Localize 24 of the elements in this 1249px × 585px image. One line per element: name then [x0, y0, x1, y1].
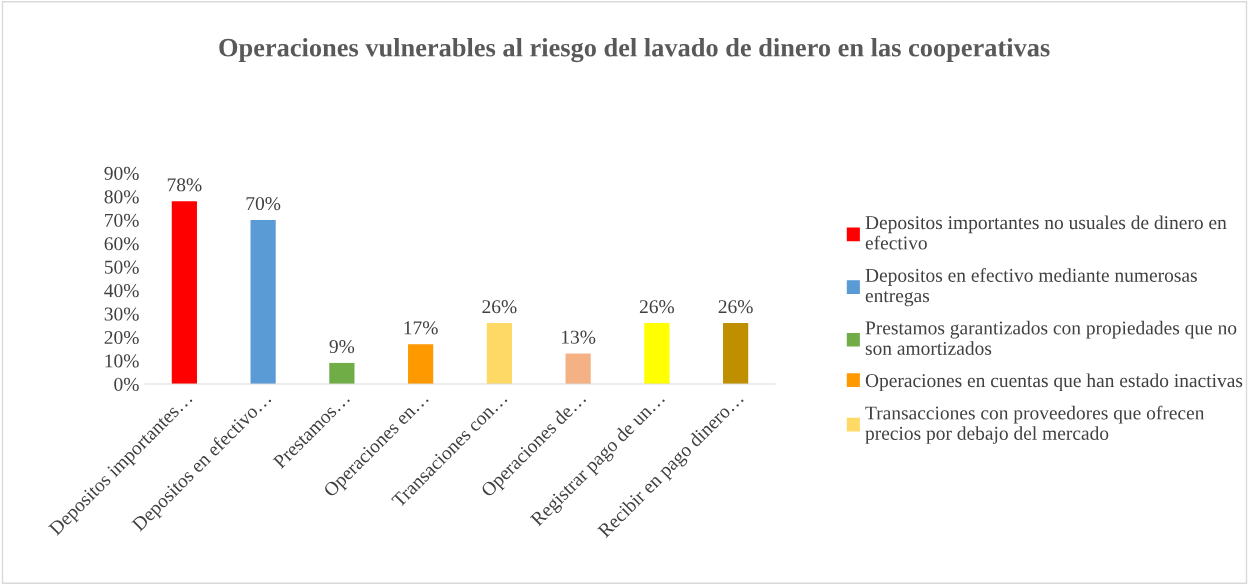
text: 26%	[482, 300, 517, 314]
y-tick-label: 80%	[104, 190, 139, 204]
legend-label: Operaciones en cuentas que han estado inactivas	[865, 373, 1243, 392]
y-tick-label: 60%	[104, 237, 139, 251]
text: 9%	[329, 339, 355, 354]
text: 26%	[718, 300, 753, 314]
y-tick-label: 10%	[105, 354, 139, 368]
text: 17%	[404, 321, 438, 335]
legend-label: Depositos en efectivo mediante numerosas entregas	[865, 268, 1197, 307]
legend-label: Prestamos garantizados con propiedades que no son amortizados	[865, 320, 1237, 355]
chart-title: Operaciones vulnerables al riesgo del lavado de dinero en las cooperativas	[219, 38, 1050, 63]
legend-label: Transacciones con proveedores que ofrecen precios por debajo del mercado	[865, 405, 1205, 444]
legend-label: Depositos importantes no usuales de dinero en efectivo	[865, 215, 1227, 250]
y-tick-label: 40%	[104, 284, 139, 298]
y-tick-label: 70%	[105, 213, 139, 227]
y-tick-label: 0%	[114, 377, 139, 391]
y-tick-label: 90%	[104, 166, 139, 180]
text: 26%	[639, 300, 675, 314]
text: 70%	[246, 196, 281, 211]
text: 78%	[167, 178, 202, 192]
y-tick-label: 30%	[104, 307, 139, 321]
text: 13%	[562, 330, 596, 344]
y-tick-label: 50%	[104, 260, 139, 274]
y-tick-label: 20%	[104, 330, 139, 345]
